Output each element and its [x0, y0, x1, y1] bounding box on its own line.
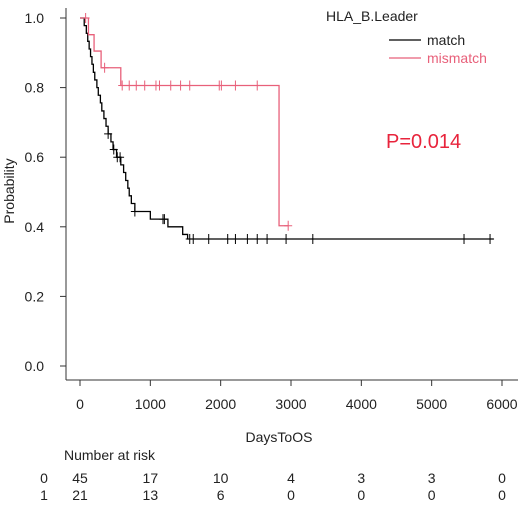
y-tick-label: 0.2 [25, 288, 45, 304]
risk-count: 6 [217, 487, 225, 503]
censor-mark-mismatch [155, 80, 164, 91]
censor-mark-mismatch [217, 80, 226, 91]
censor-mark-match [109, 144, 118, 155]
risk-row-label: 1 [40, 487, 48, 503]
censor-mark-match [189, 233, 198, 244]
y-axis-title: Probability [1, 158, 17, 223]
risk-count: 45 [72, 470, 88, 486]
censor-mark-mismatch [284, 220, 293, 231]
censor-mark-mismatch [140, 80, 149, 91]
risk-count: 13 [143, 487, 159, 503]
censor-mark-mismatch [185, 80, 194, 91]
censor-mark-match [130, 206, 139, 217]
censor-mark-mismatch [132, 80, 141, 91]
risk-count: 0 [498, 487, 506, 503]
legend-title: HLA_B.Leader [326, 8, 418, 24]
y-tick-label: 0.6 [25, 149, 45, 165]
censor-mark-match [116, 152, 125, 163]
x-tick-label: 2000 [205, 396, 236, 412]
risk-count: 3 [428, 470, 436, 486]
censor-mark-match [253, 233, 262, 244]
risk-table: 0 45 17 10 4 3 3 01 21 13 6 0 0 0 0 [40, 470, 506, 503]
censor-mark-match [308, 233, 317, 244]
x-axis-title: DaysToOS [246, 429, 313, 445]
axes: 0 1000 2000 3000 4000 5000 6000 0.0 0.2 0.4 0.6 0.8… [25, 8, 518, 412]
censor-mark-mismatch [176, 80, 185, 91]
censor-mark-match [223, 233, 232, 244]
legend-label-match: match [427, 32, 465, 48]
y-tick-label: 0.0 [25, 358, 45, 374]
x-tick-label: 6000 [486, 396, 517, 412]
x-tick-label: 4000 [346, 396, 377, 412]
risk-count: 21 [72, 487, 88, 503]
risk-row-label: 0 [40, 470, 48, 486]
risk-count: 0 [428, 487, 436, 503]
censor-mark-match [231, 233, 240, 244]
x-tick-label: 0 [76, 396, 84, 412]
risk-table-title: Number at risk [64, 447, 156, 463]
risk-count: 0 [287, 487, 295, 503]
censor-mark-mismatch [253, 80, 262, 91]
censor-mark-mismatch [166, 80, 175, 91]
censor-mark-match [460, 233, 469, 244]
legend-label-mismatch: mismatch [427, 50, 487, 66]
censor-mark-match [282, 233, 291, 244]
y-tick-label: 1.0 [25, 10, 45, 26]
x-tick-label: 1000 [135, 396, 166, 412]
series-layer [80, 13, 495, 244]
censor-mark-mismatch [100, 62, 109, 73]
p-value-annotation: P=0.014 [386, 131, 461, 153]
censor-mark-mismatch [231, 80, 240, 91]
censor-mark-match [263, 233, 272, 244]
risk-count: 4 [287, 470, 295, 486]
km-curve-mismatch [80, 17, 289, 227]
y-tick-label: 0.8 [25, 80, 45, 96]
risk-count: 0 [357, 487, 365, 503]
censor-mark-match [243, 233, 252, 244]
risk-count: 10 [213, 470, 229, 486]
x-tick-label: 5000 [416, 396, 447, 412]
censor-mark-match [160, 214, 169, 225]
x-tick-label: 3000 [275, 396, 306, 412]
censor-mark-match [104, 128, 113, 139]
risk-count: 0 [498, 470, 506, 486]
censor-mark-mismatch [125, 80, 134, 91]
y-tick-label: 0.4 [25, 219, 45, 235]
censor-mark-mismatch [81, 13, 90, 23]
censor-mark-match [204, 233, 213, 244]
censor-mark-match [486, 233, 495, 244]
risk-count: 3 [357, 470, 365, 486]
censor-mark-mismatch [118, 80, 127, 91]
risk-count: 17 [143, 470, 159, 486]
